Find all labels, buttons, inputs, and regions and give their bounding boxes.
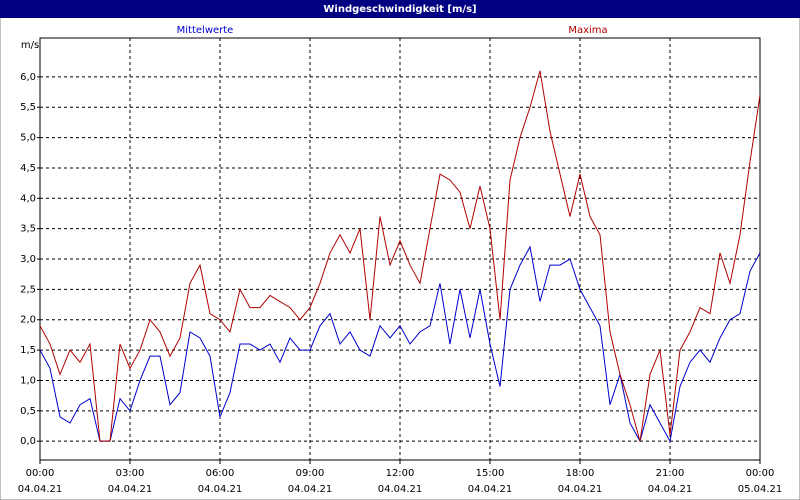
y-tick-label: 5,5: [20, 102, 36, 113]
x-tick-date: 05.04.21: [738, 484, 783, 495]
title-bar: [0, 0, 800, 18]
x-tick-date: 04.04.21: [288, 484, 333, 495]
y-tick-label: 1,0: [20, 375, 36, 386]
y-tick-label: 0,0: [20, 436, 36, 447]
y-unit: m/s: [21, 40, 39, 51]
x-tick-label: 12:00: [386, 468, 415, 479]
legend-label: Mittelwerte: [177, 25, 234, 36]
x-tick-date: 04.04.21: [198, 484, 243, 495]
x-tick-label: 18:00: [566, 468, 595, 479]
legend-label: Maxima: [568, 25, 607, 36]
y-tick-label: 1,5: [20, 345, 36, 356]
x-tick-label: 09:00: [296, 468, 325, 479]
y-tick-label: 0,5: [20, 406, 36, 417]
y-tick-label: 2,0: [20, 315, 36, 326]
x-tick-label: 00:00: [26, 468, 55, 479]
x-tick-label: 06:00: [206, 468, 235, 479]
x-tick-date: 04.04.21: [648, 484, 693, 495]
x-tick-date: 04.04.21: [378, 484, 423, 495]
x-tick-date: 04.04.21: [18, 484, 63, 495]
x-tick-date: 04.04.21: [108, 484, 153, 495]
y-tick-label: 5,0: [20, 133, 36, 144]
x-tick-label: 03:00: [116, 468, 145, 479]
y-tick-label: 6,0: [20, 72, 36, 83]
y-tick-label: 4,5: [20, 163, 36, 174]
y-tick-label: 4,0: [20, 193, 36, 204]
series-line: [39, 70, 761, 442]
y-tick-label: 3,5: [20, 224, 36, 235]
x-tick-label: 15:00: [476, 468, 505, 479]
y-tick-label: 2,5: [20, 284, 36, 295]
x-tick-label: 21:00: [656, 468, 685, 479]
chart-title: Windgeschwindigkeit [m/s]: [323, 4, 476, 15]
x-tick-date: 04.04.21: [558, 484, 603, 495]
x-tick-label: 00:00: [746, 468, 775, 479]
x-tick-date: 04.04.21: [468, 484, 513, 495]
y-tick-label: 3,0: [20, 254, 36, 265]
